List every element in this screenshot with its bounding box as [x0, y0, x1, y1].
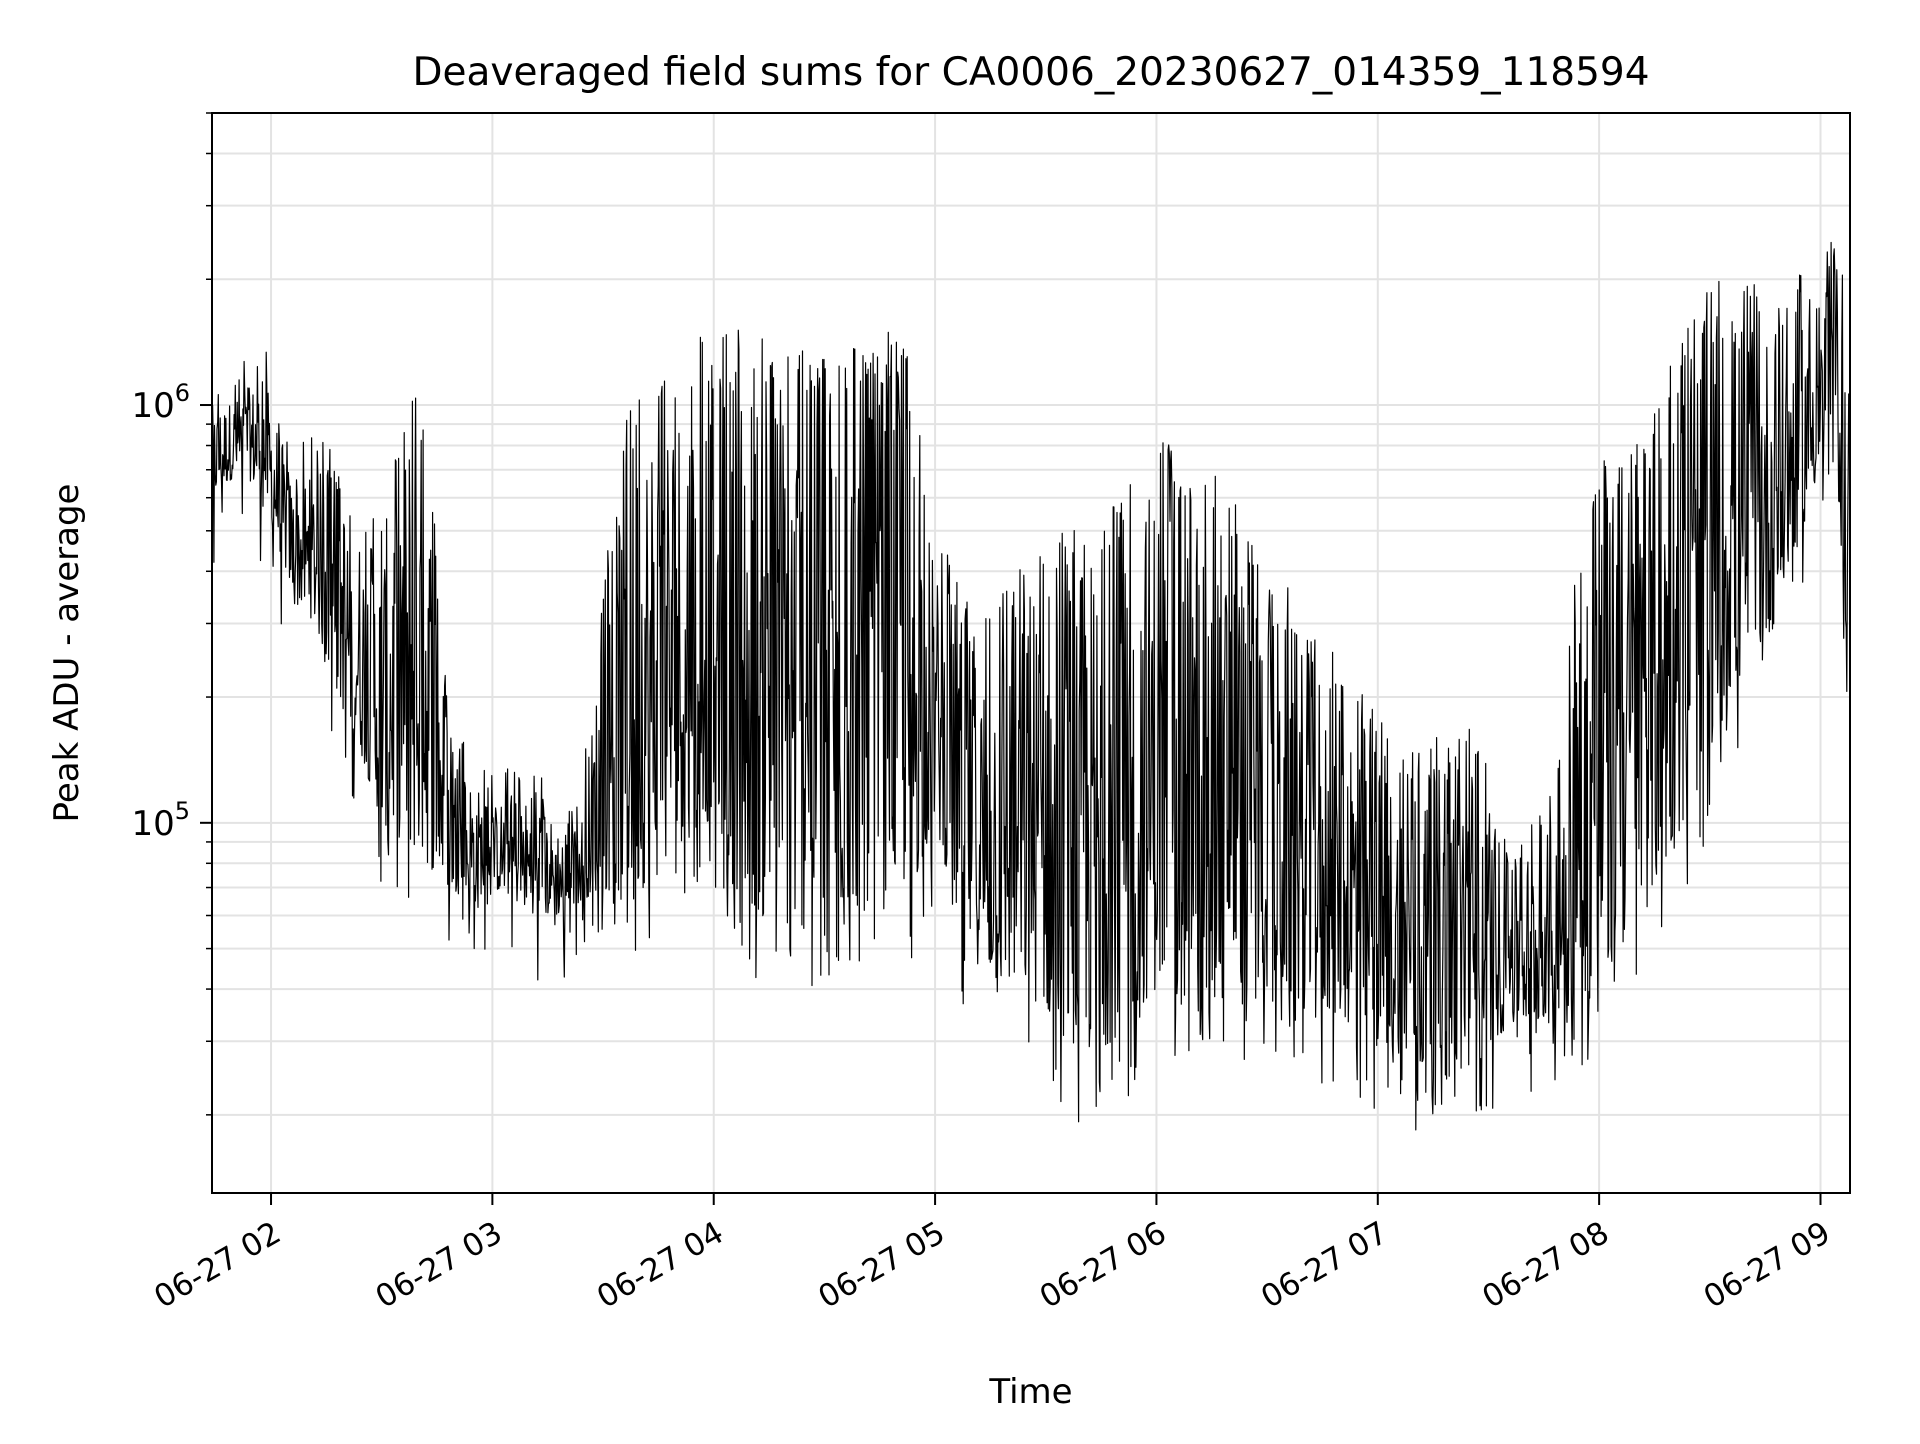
y-axis-label: Peak ADU - average [47, 484, 87, 823]
y-tick-label-exponent: 6 [175, 379, 190, 407]
y-tick-label-exponent: 5 [175, 797, 190, 825]
x-axis-label: Time [988, 1372, 1072, 1412]
y-tick-label-base: 10 [131, 386, 174, 426]
y-tick-label: 106 [131, 379, 190, 426]
plot-frame [211, 112, 1851, 1194]
y-tick-label: 105 [131, 797, 190, 844]
series-line [211, 241, 1851, 1131]
chart-title: Deaveraged field sums for CA0006_2023062… [412, 50, 1649, 95]
y-tick-label-base: 10 [131, 804, 174, 844]
data-series [211, 241, 1851, 1131]
